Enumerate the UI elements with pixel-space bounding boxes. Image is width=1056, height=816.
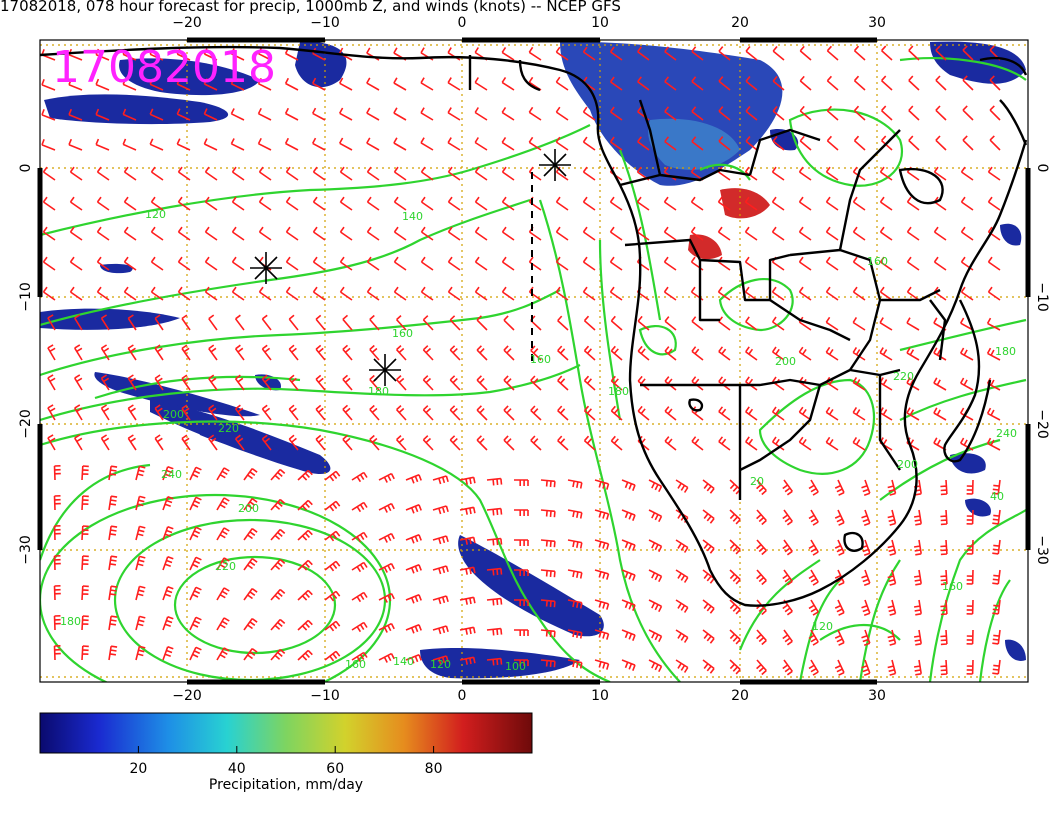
- coastline-borders: [40, 45, 1028, 607]
- contour-label: 200: [238, 502, 259, 515]
- contour-label: 220: [218, 422, 239, 435]
- contour-label: 160: [942, 580, 963, 593]
- colorbar-ticks: 20 40 60 80: [129, 746, 443, 777]
- asterisk-marker-icon: [250, 252, 282, 284]
- contour-label: 200: [775, 355, 796, 368]
- right-lat-ticks: 0 −10 −20 −30: [1034, 164, 1050, 565]
- colorbar-tick-label: 60: [326, 761, 344, 777]
- border-segments: [37, 37, 1031, 685]
- colorbar-tick-label: 80: [425, 761, 443, 777]
- lat-tick-label: −30: [18, 535, 34, 565]
- lon-tick-label: −20: [172, 688, 202, 704]
- lon-tick-label: 10: [591, 688, 609, 704]
- map-title: 17082018, 078 hour forecast for precip, …: [0, 0, 621, 15]
- lon-tick-label: 30: [868, 688, 886, 704]
- contour-label: 120: [430, 658, 451, 671]
- lat-tick-label: 0: [18, 164, 34, 173]
- top-lon-ticks: −20 −10 0 10 20 30: [172, 15, 886, 31]
- contour-label: 120: [145, 208, 166, 221]
- map-frame: [40, 40, 1028, 682]
- contour-label: 120: [812, 620, 833, 633]
- lat-tick-label: −10: [1034, 282, 1050, 312]
- contour-label: 40: [990, 490, 1004, 503]
- contour-label: 200: [163, 408, 184, 421]
- colorbar-tick-label: 40: [228, 761, 246, 777]
- contour-label: 160: [867, 255, 888, 268]
- wind-barbs: [41, 45, 1001, 676]
- contour-label: 240: [996, 427, 1017, 440]
- contour-label: 20: [750, 475, 764, 488]
- bottom-lon-ticks: −20 −10 0 10 20 30: [172, 688, 886, 704]
- contour-label: 160: [530, 353, 551, 366]
- precipitation-layer: [40, 41, 1026, 679]
- colorbar-label: Precipitation, mm/day: [209, 777, 363, 793]
- contour-label: 160: [345, 658, 366, 671]
- lon-tick-label: 20: [731, 688, 749, 704]
- date-stamp: 17082018: [52, 42, 276, 93]
- lat-tick-label: −30: [1034, 535, 1050, 565]
- contour-label: 220: [893, 370, 914, 383]
- contour-label: 140: [402, 210, 423, 223]
- lat-tick-label: −20: [1034, 409, 1050, 439]
- contour-label: 240: [161, 468, 182, 481]
- lat-tick-label: 0: [1034, 164, 1050, 173]
- contour-label: 180: [60, 615, 81, 628]
- lon-tick-label: 20: [731, 15, 749, 31]
- lon-tick-label: 0: [458, 688, 467, 704]
- lon-tick-label: −10: [310, 15, 340, 31]
- lat-tick-label: −20: [18, 409, 34, 439]
- lon-tick-label: 30: [868, 15, 886, 31]
- contour-label: 200: [897, 458, 918, 471]
- lat-tick-label: −10: [18, 282, 34, 312]
- contour-label: 100: [505, 660, 526, 673]
- colorbar-gradient: [39, 712, 533, 754]
- lon-tick-label: 10: [591, 15, 609, 31]
- contour-label: 180: [368, 385, 389, 398]
- asterisk-markers: [250, 149, 571, 386]
- contour-label: 180: [608, 385, 629, 398]
- lon-tick-label: −10: [310, 688, 340, 704]
- asterisk-marker-icon: [539, 149, 571, 181]
- lon-tick-label: 0: [458, 15, 467, 31]
- asterisk-marker-icon: [369, 354, 401, 386]
- lon-tick-label: −20: [172, 15, 202, 31]
- contour-label-group: 120 140 160 180 200 220 240 220 200 180 160 140 120 1…: [60, 208, 1017, 673]
- contour-label: 180: [995, 345, 1016, 358]
- contour-label: 160: [392, 327, 413, 340]
- left-lat-ticks: 0 −10 −20 −30: [18, 164, 34, 565]
- contour-label: 140: [393, 655, 414, 668]
- contour-label: 220: [215, 560, 236, 573]
- colorbar: 20 40 60 80 Precipitation, mm/day: [39, 712, 533, 793]
- colorbar-tick-label: 20: [129, 761, 147, 777]
